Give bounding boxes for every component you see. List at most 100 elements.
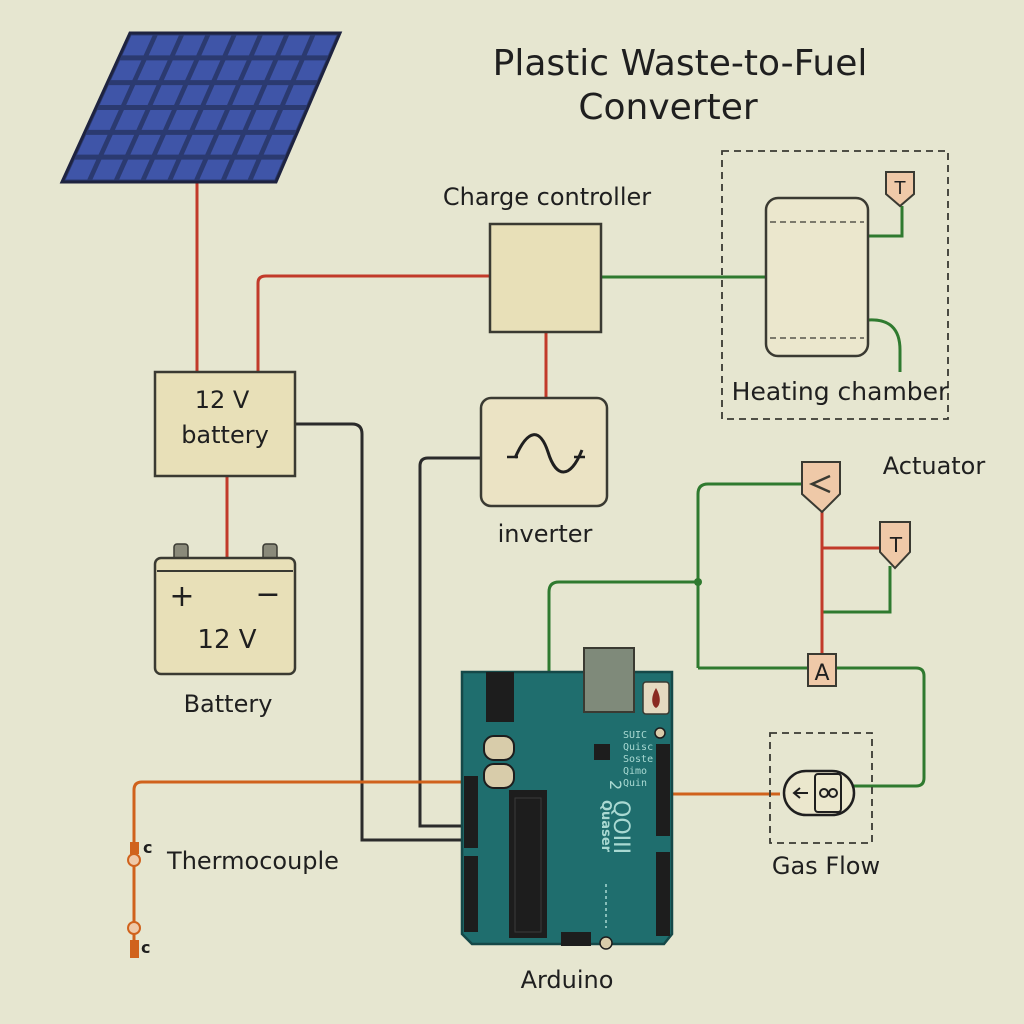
wire-chamber-sensor xyxy=(868,206,904,238)
icsp-header xyxy=(561,932,591,946)
solar-cell xyxy=(130,134,161,155)
thermocouple-tag-bottom: c xyxy=(141,938,150,957)
solar-cell xyxy=(205,85,236,105)
wire-thermocouple xyxy=(132,780,470,842)
wire-battery-to-controller xyxy=(256,274,490,372)
right-header-bottom xyxy=(656,852,670,936)
board-silk-1: SUIC xyxy=(623,730,647,741)
thermocouple-icon xyxy=(127,853,141,867)
solar-cell xyxy=(269,60,300,81)
junction-dot xyxy=(694,578,702,586)
battery-plus-sign: + xyxy=(169,579,194,614)
gas-flow-label: Gas Flow xyxy=(772,852,880,880)
solar-cell xyxy=(201,35,232,56)
arduino-usb-port xyxy=(583,647,635,713)
solar-cell xyxy=(258,85,289,105)
actuator-label: Actuator xyxy=(883,452,986,480)
charge-controller-label: Charge controller xyxy=(443,183,651,211)
solar-cell xyxy=(152,85,183,105)
solar-cell xyxy=(236,134,268,155)
solar-cell xyxy=(285,85,316,105)
flow-arrow-icon xyxy=(792,787,808,799)
solar-cell xyxy=(221,110,252,130)
solar-cell xyxy=(190,60,221,81)
solar-cell xyxy=(168,110,199,130)
wire-actuator-loop xyxy=(696,482,802,668)
mounting-hole xyxy=(599,936,613,950)
wire-valve-to-gasflow xyxy=(837,666,926,788)
valve-a-label: A xyxy=(814,661,829,686)
inverter-label: inverter xyxy=(498,520,593,548)
chamber-sensor-label: T xyxy=(894,178,907,199)
solar-cell xyxy=(194,110,225,130)
solar-cell xyxy=(263,134,294,155)
wire-arduino-to-actuator xyxy=(547,580,698,672)
solar-cell xyxy=(226,159,257,180)
battery-block-label: battery xyxy=(181,421,269,449)
solar-cell xyxy=(163,60,195,81)
wire-chamber-outlet xyxy=(867,318,902,372)
solar-cell xyxy=(274,110,305,130)
solar-cell xyxy=(210,134,241,155)
wires xyxy=(132,182,926,956)
arduino-board: SUIC Quisc Soste Qimo Quin 2 Quaser QOII… xyxy=(460,647,674,950)
thermocouple-label: Thermocouple xyxy=(166,847,339,875)
valve-a-box xyxy=(807,653,837,687)
wire-valve-to-T xyxy=(820,566,892,656)
right-header-top xyxy=(656,744,670,836)
solar-cell xyxy=(88,110,119,130)
solar-cell xyxy=(232,85,263,105)
wire-inverter-to-arduino xyxy=(418,456,482,828)
wire-battery-to-arduino xyxy=(295,422,464,842)
valve-arrow-icon xyxy=(808,474,831,494)
thermocouple-band-bottom xyxy=(130,940,139,958)
solar-cell xyxy=(252,159,284,180)
solar-cell xyxy=(157,134,188,155)
solar-panel-icon xyxy=(59,31,343,184)
solar-cell xyxy=(99,85,131,105)
inverter-box xyxy=(479,396,609,508)
solar-cell xyxy=(227,35,258,56)
mounting-hole-top xyxy=(654,727,666,739)
solar-cell xyxy=(183,134,214,155)
board-logo-text: Quaser xyxy=(598,800,613,853)
charge-controller-box xyxy=(488,222,603,334)
solar-cell xyxy=(295,60,326,81)
reset-indicator-icon xyxy=(652,688,660,708)
board-silk-2: Quisc xyxy=(623,742,653,753)
solar-cell xyxy=(77,134,108,155)
heating-chamber-vessel xyxy=(764,196,870,358)
chip-outline xyxy=(514,797,542,933)
temperature-sensor-icon xyxy=(885,171,915,208)
board-digits: QOIII xyxy=(608,800,633,854)
actuator-sensor-label: T xyxy=(889,533,903,557)
solar-cell xyxy=(253,35,284,56)
left-header-top xyxy=(464,776,478,848)
solar-cell xyxy=(114,110,146,130)
solar-cell xyxy=(126,85,157,105)
title-line-2: Converter xyxy=(578,87,757,128)
title-line-1: Plastic Waste-to-Fuel xyxy=(493,43,868,84)
solar-cell xyxy=(119,159,150,180)
left-header-bottom xyxy=(464,856,478,932)
thermocouple-tag-top: c xyxy=(143,838,152,857)
solar-cell xyxy=(179,85,210,105)
solar-cell xyxy=(122,35,153,56)
solar-panel-frame xyxy=(59,31,343,184)
board-silk-5: Quin xyxy=(623,778,647,789)
solar-cell xyxy=(306,35,337,56)
solar-cell xyxy=(216,60,247,81)
arduino-label: Arduino xyxy=(521,966,614,994)
solar-cell xyxy=(148,35,179,56)
heating-chamber-frame xyxy=(721,150,949,420)
solar-cell xyxy=(247,110,278,130)
battery-caption: Battery xyxy=(184,690,273,718)
solar-cell xyxy=(243,60,274,81)
solar-cell xyxy=(199,159,230,180)
battery-block-voltage: 12 V xyxy=(195,386,250,414)
solar-cell xyxy=(141,110,172,130)
capacitor-2 xyxy=(483,763,515,789)
crystal-chip xyxy=(594,744,610,760)
